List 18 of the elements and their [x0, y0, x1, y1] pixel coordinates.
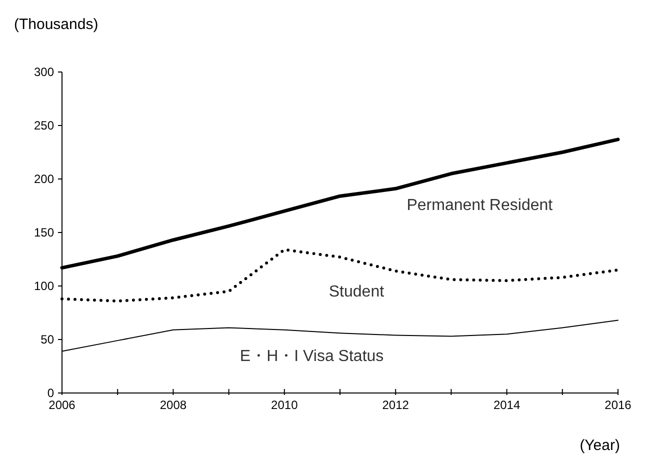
y-tick-label: 50	[40, 332, 54, 346]
y-axis-title: (Thousands)	[14, 16, 98, 33]
x-tick-label: 2014	[493, 398, 520, 412]
series-label: Permanent Resident	[406, 197, 554, 214]
series-label: Student	[328, 284, 385, 301]
x-axis-title: (Year)	[580, 437, 620, 454]
y-tick-label: 100	[34, 279, 54, 293]
y-tick-label: 200	[34, 172, 54, 186]
x-tick-label: 2016	[604, 398, 632, 412]
x-tick-label: 2006	[48, 398, 76, 412]
y-tick-label: 300	[34, 65, 54, 79]
y-tick-label: 250	[34, 118, 54, 132]
y-tick-label: 150	[34, 226, 54, 240]
x-tick-label: 2012	[382, 398, 410, 412]
series-label: E・H・I Visa Status	[240, 348, 384, 365]
y-tick-label: 0	[47, 386, 54, 400]
x-tick-label: 2010	[271, 398, 298, 412]
x-tick-label: 2008	[160, 398, 187, 412]
